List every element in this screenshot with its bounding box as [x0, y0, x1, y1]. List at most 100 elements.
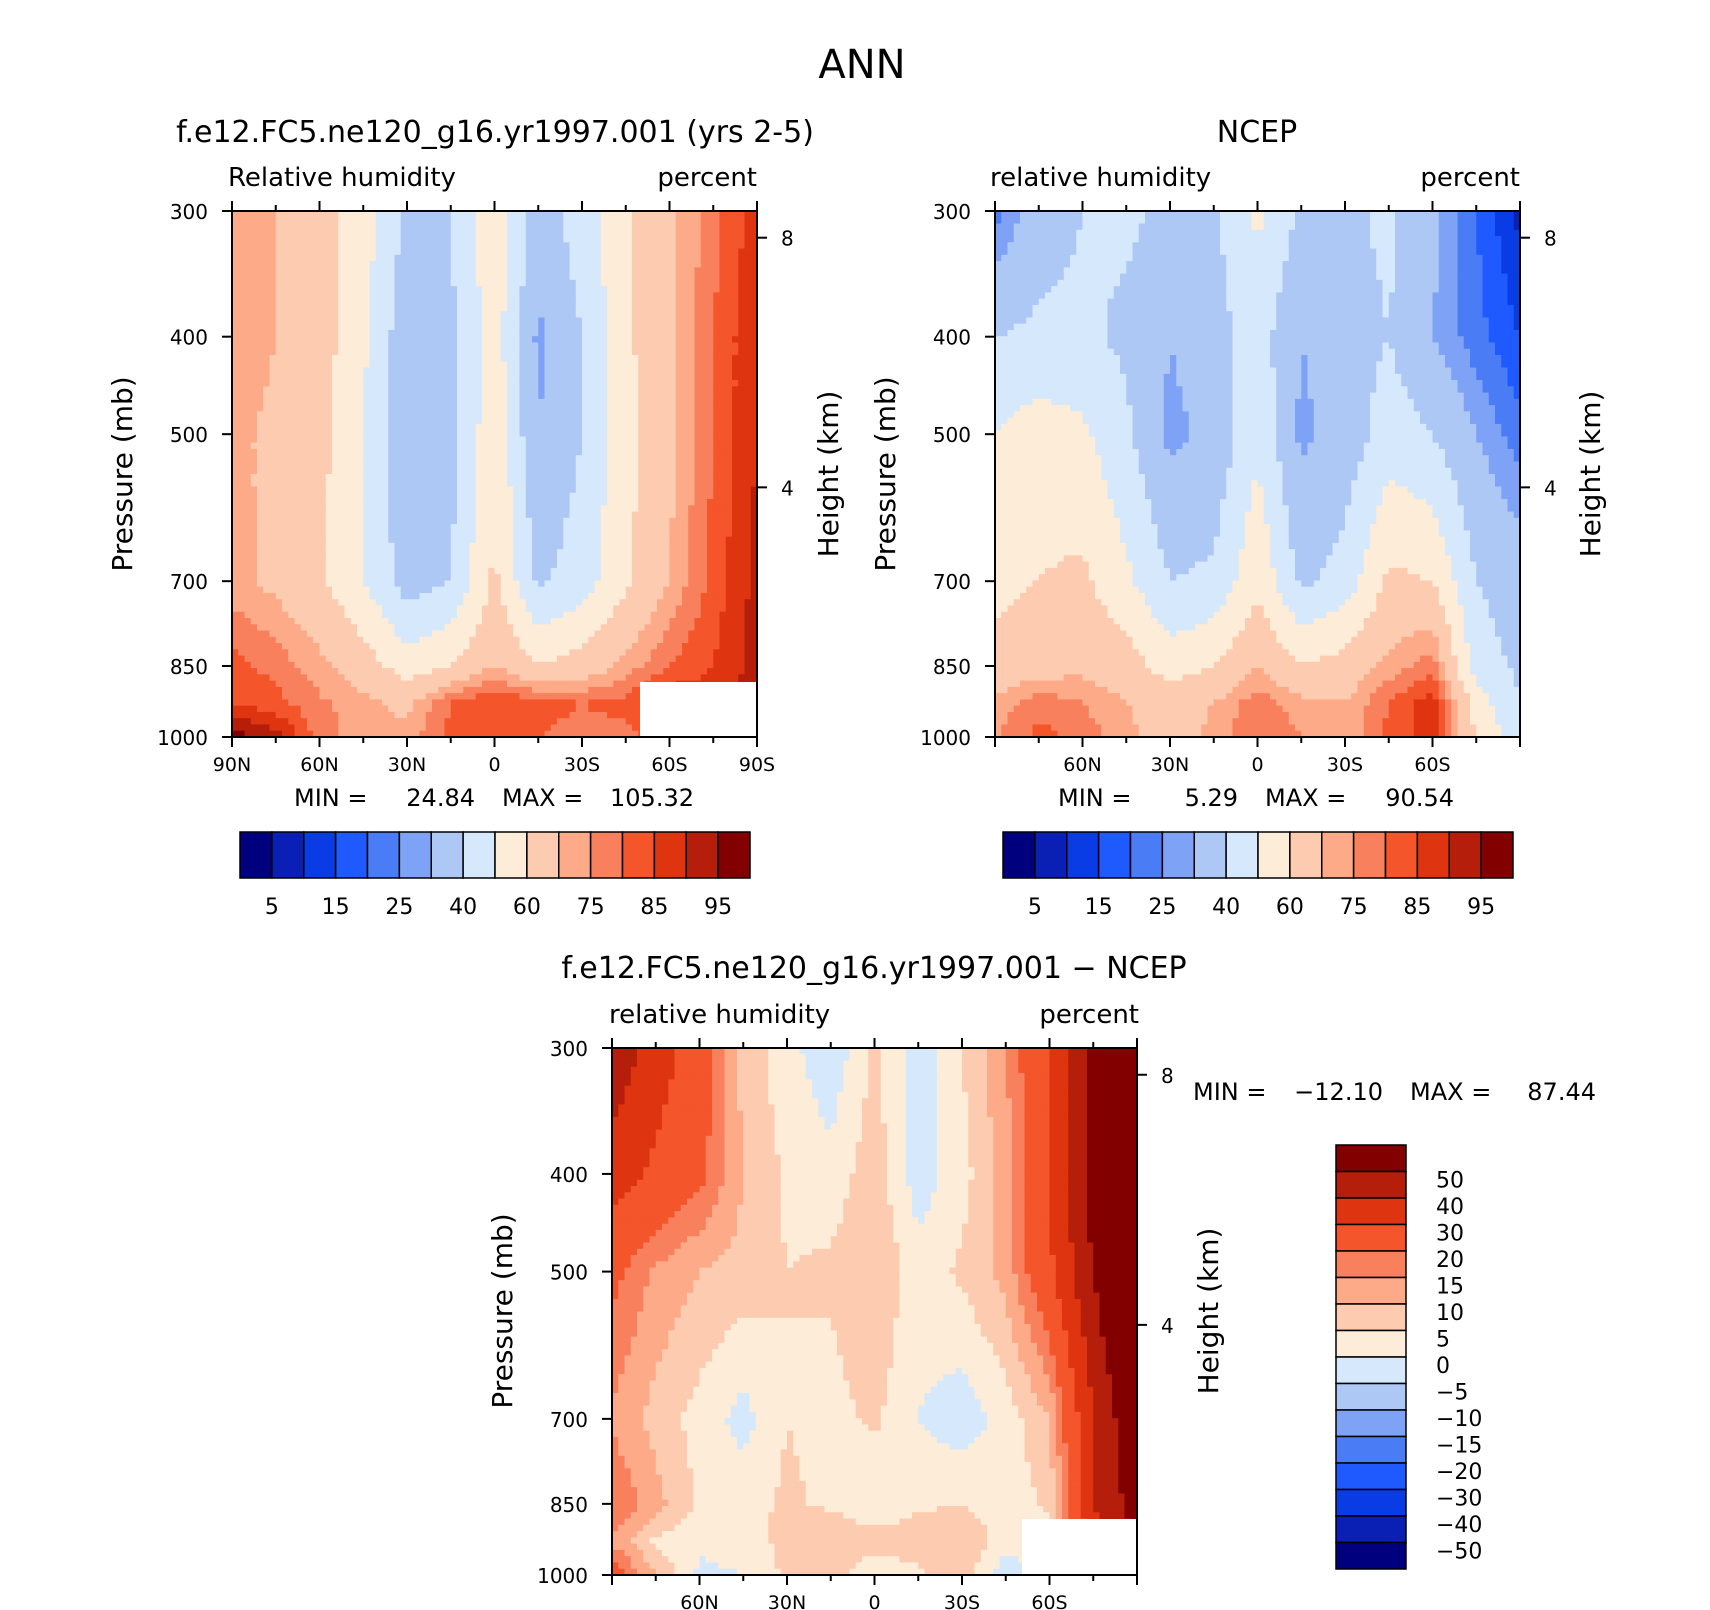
field-cell [707, 211, 714, 218]
field-cell [588, 311, 596, 319]
field-cell [269, 567, 277, 575]
field-cell [600, 417, 608, 425]
field-cell [600, 536, 608, 544]
field-cell [463, 217, 471, 225]
field-cell [669, 505, 677, 513]
field-cell [500, 430, 508, 438]
field-cell [388, 292, 396, 300]
field-cell [250, 411, 258, 419]
field-cell [632, 292, 639, 300]
field-cell [750, 511, 757, 519]
field-cell [300, 242, 308, 250]
field-cell [463, 505, 471, 513]
field-cell [382, 298, 389, 306]
field-cell [588, 261, 596, 268]
field-cell [738, 361, 746, 369]
field-cell [282, 411, 289, 419]
field-cell [582, 467, 589, 475]
field-cell [525, 292, 533, 300]
field-cell [338, 486, 346, 494]
field-cell [444, 217, 452, 225]
field-cell [625, 511, 633, 519]
field-cell [682, 442, 689, 450]
field-cell [338, 398, 346, 406]
field-cell [263, 261, 271, 268]
field-cell [750, 304, 757, 312]
field-cell [257, 436, 264, 444]
field-cell [738, 430, 746, 438]
field-cell [650, 530, 658, 538]
field-cell [488, 486, 496, 494]
field-cell [688, 254, 696, 262]
field-cell [419, 549, 427, 556]
field-cell [382, 329, 389, 337]
field-cell [394, 499, 402, 506]
field-cell [344, 229, 352, 237]
field-cell [357, 423, 364, 431]
field-cell [507, 211, 514, 218]
field-cell [575, 380, 583, 387]
field-cell [675, 267, 683, 275]
field-cell [469, 448, 477, 456]
field-cell [688, 574, 696, 582]
field-cell [444, 348, 452, 356]
field-cell [382, 386, 389, 394]
field-cell [619, 417, 627, 425]
field-cell [244, 367, 252, 375]
field-cell [275, 461, 283, 469]
field-cell [407, 298, 414, 306]
field-cell [438, 261, 446, 268]
field-cell [444, 530, 452, 538]
field-cell [544, 261, 552, 268]
field-cell [582, 542, 589, 550]
field-cell [469, 298, 477, 306]
field-cell [707, 329, 714, 337]
field-cell [500, 273, 508, 281]
field-cell [669, 211, 677, 218]
field-cell [657, 423, 664, 431]
field-cell [719, 448, 727, 456]
field-cell [325, 499, 333, 506]
field-cell [338, 423, 346, 431]
field-cell [594, 367, 602, 375]
field-cell [675, 392, 683, 400]
field-cell [650, 499, 658, 506]
field-cell [600, 261, 608, 268]
field-cell [307, 229, 314, 237]
field-cell [438, 267, 446, 275]
field-cell [519, 549, 527, 556]
field-cell [738, 229, 746, 237]
field-cell [269, 267, 277, 275]
field-cell [432, 236, 439, 243]
field-cell [332, 423, 339, 431]
field-cell [238, 417, 246, 425]
field-cell [450, 286, 458, 293]
field-cell [400, 511, 408, 519]
field-cell [263, 223, 271, 231]
field-cell [244, 398, 252, 406]
field-cell [350, 474, 358, 481]
field-cell [300, 524, 308, 531]
field-cell [369, 329, 377, 337]
field-cell [669, 549, 677, 556]
field-cell [600, 254, 608, 262]
field-cell [750, 405, 757, 412]
field-cell [413, 236, 421, 243]
field-cell [413, 229, 421, 237]
field-cell [732, 574, 739, 582]
field-cell [732, 267, 739, 275]
field-cell [588, 561, 596, 569]
field-cell [688, 286, 696, 293]
field-cell [525, 380, 533, 387]
field-cell [357, 236, 364, 243]
field-cell [588, 417, 596, 425]
field-cell [275, 248, 283, 256]
field-cell [375, 229, 383, 237]
field-cell [375, 423, 383, 431]
field-cell [519, 499, 527, 506]
field-cell [688, 317, 696, 325]
field-cell [682, 555, 689, 563]
field-cell [669, 386, 677, 394]
field-cell [532, 461, 539, 469]
field-cell [269, 580, 277, 588]
